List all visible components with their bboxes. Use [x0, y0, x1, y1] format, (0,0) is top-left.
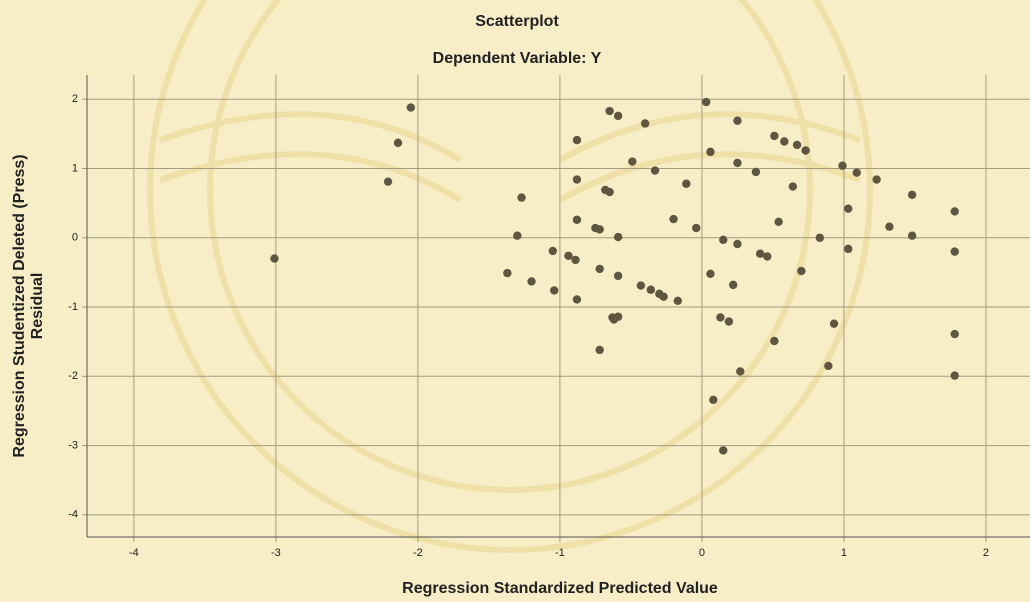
point: [716, 313, 724, 321]
point: [573, 216, 581, 224]
x-tick-label: 2: [983, 547, 989, 559]
point: [614, 313, 622, 321]
point: [513, 231, 521, 239]
point: [789, 182, 797, 190]
background: [0, 0, 1030, 602]
chart-subtitle: Dependent Variable: Y: [433, 50, 602, 67]
point: [517, 193, 525, 201]
point: [614, 112, 622, 120]
x-tick-label: -3: [271, 547, 281, 559]
point: [595, 346, 603, 354]
point: [564, 252, 572, 260]
chart-title: Scatterplot: [475, 13, 559, 30]
point: [573, 295, 581, 303]
point: [571, 256, 579, 264]
point: [733, 159, 741, 167]
point: [573, 175, 581, 183]
point: [725, 317, 733, 325]
point: [674, 297, 682, 305]
point: [733, 117, 741, 125]
y-tick-label: -2: [68, 370, 78, 382]
point: [270, 254, 278, 262]
point: [793, 141, 801, 149]
y-axis-label: Regression Studentized Deleted (Press): [11, 154, 28, 457]
point: [719, 236, 727, 244]
point: [719, 446, 727, 454]
point: [908, 191, 916, 199]
chart: Scatterplot Dependent Variable: Y Regres…: [0, 0, 1030, 602]
point: [692, 224, 700, 232]
point: [394, 139, 402, 147]
x-axis-label: Regression Standardized Predicted Value: [402, 580, 718, 597]
point: [682, 180, 690, 188]
point: [733, 240, 741, 248]
point: [407, 103, 415, 111]
point: [549, 247, 557, 255]
point: [651, 166, 659, 174]
x-tick-label: -2: [413, 547, 423, 559]
point: [951, 247, 959, 255]
point: [844, 245, 852, 253]
point: [838, 162, 846, 170]
point: [641, 119, 649, 127]
point: [770, 337, 778, 345]
y-tick-label: -1: [68, 301, 78, 313]
point: [527, 277, 535, 285]
point: [709, 396, 717, 404]
x-tick-label: 0: [699, 547, 705, 559]
point: [605, 107, 613, 115]
x-tick-label: -4: [129, 547, 139, 559]
point: [797, 267, 805, 275]
point: [844, 204, 852, 212]
point: [595, 265, 603, 273]
y-tick-label: 1: [72, 162, 78, 174]
point: [908, 231, 916, 239]
point: [752, 168, 760, 176]
point: [801, 146, 809, 154]
point: [951, 207, 959, 215]
y-tick-label: -3: [68, 439, 78, 451]
point: [824, 362, 832, 370]
point: [872, 175, 880, 183]
y-axis-label: Residual: [29, 273, 46, 340]
point: [706, 148, 714, 156]
point: [614, 272, 622, 280]
point: [647, 286, 655, 294]
point: [628, 157, 636, 165]
point: [659, 292, 667, 300]
point: [729, 281, 737, 289]
point: [550, 286, 558, 294]
point: [573, 136, 581, 144]
y-tick-label: 0: [72, 232, 78, 244]
point: [770, 132, 778, 140]
point: [774, 218, 782, 226]
point: [605, 188, 613, 196]
point: [830, 319, 838, 327]
point: [384, 177, 392, 185]
point: [595, 225, 603, 233]
point: [503, 269, 511, 277]
x-tick-label: 1: [841, 547, 847, 559]
point: [637, 281, 645, 289]
point: [736, 367, 744, 375]
y-tick-label: 2: [72, 93, 78, 105]
point: [951, 371, 959, 379]
point: [669, 215, 677, 223]
point: [614, 233, 622, 241]
point: [951, 330, 959, 338]
point: [853, 168, 861, 176]
point: [780, 137, 788, 145]
point: [702, 98, 710, 106]
x-tick-label: -1: [555, 547, 565, 559]
point: [763, 252, 771, 260]
point: [885, 222, 893, 230]
y-tick-label: -4: [68, 509, 78, 521]
point: [706, 270, 714, 278]
point: [816, 234, 824, 242]
